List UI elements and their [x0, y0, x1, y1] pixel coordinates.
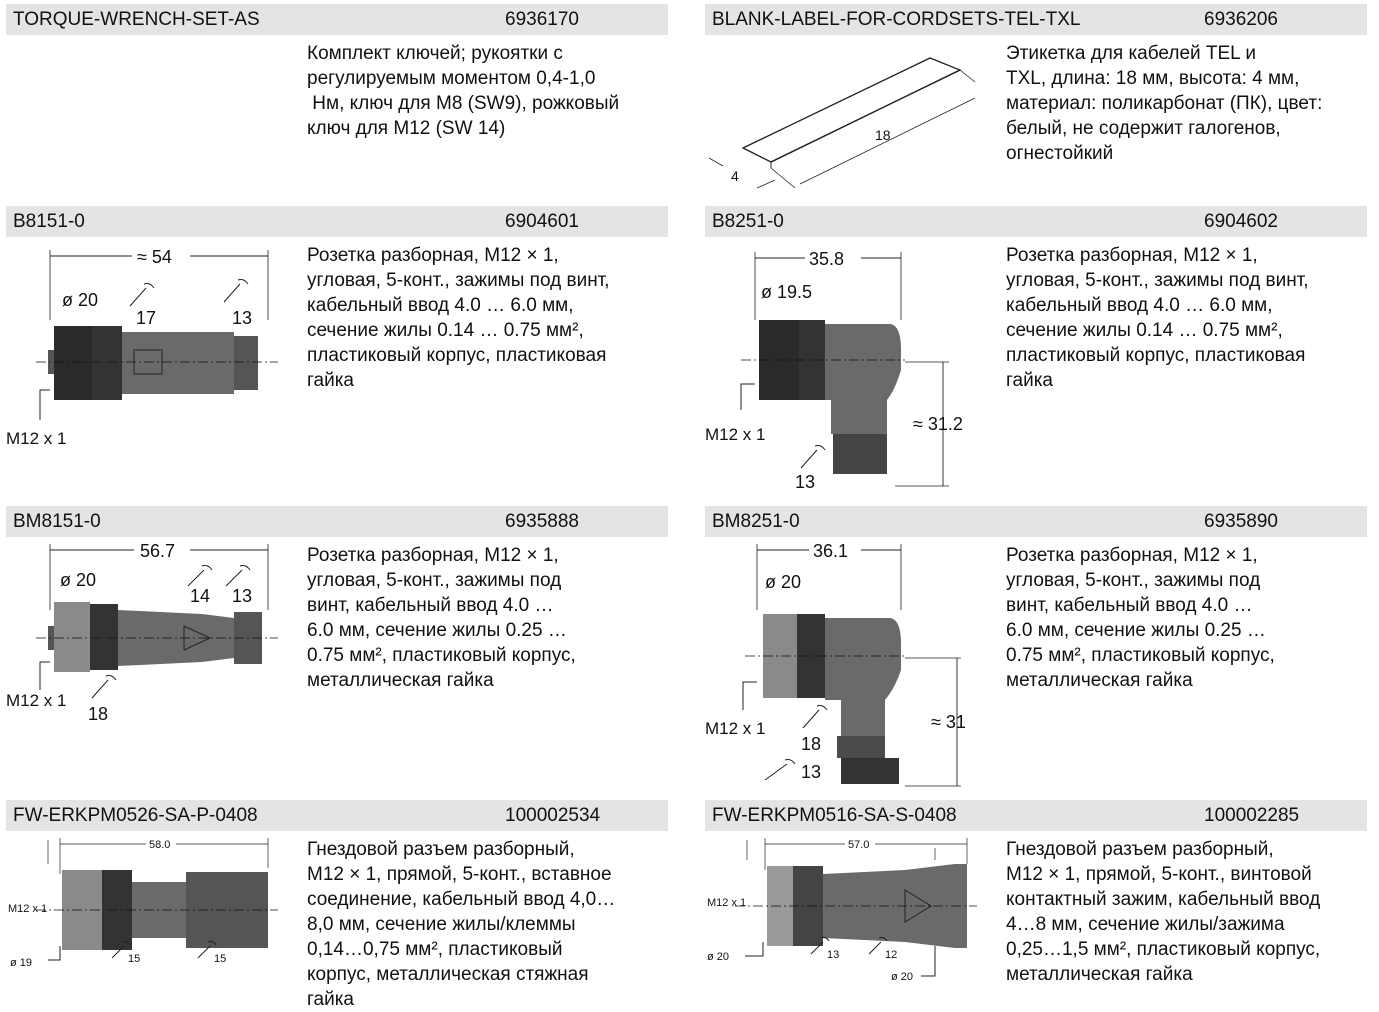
- wrench-size: 18: [88, 704, 108, 724]
- diameter-dim: ø 20: [707, 951, 729, 963]
- product-header: FW-ERKPM0516-SA-S-0408 100002285: [705, 800, 1367, 831]
- product-header: FW-ERKPM0526-SA-P-0408 100002534: [6, 800, 668, 831]
- product-card-bm8251-0: BM8251-0 6935890 36.1 ø 20 ≈ 31 M12 x 1 …: [705, 506, 1367, 796]
- product-code: 6935890: [1204, 511, 1278, 532]
- product-description: Гнездовой разъем разборный, M12 × 1, пря…: [1006, 839, 1321, 985]
- thread-dim: M12 x 1: [8, 903, 47, 915]
- diameter-dim: ø 20: [765, 572, 801, 592]
- thread-dim: M12 x 1: [6, 691, 66, 710]
- label-drawing: 18 4: [708, 57, 976, 189]
- product-code: 100002534: [505, 805, 601, 826]
- label-height-dim: 4: [731, 168, 739, 184]
- product-code: 6904601: [505, 211, 579, 232]
- connector-drawing: 36.1 ø 20 ≈ 31 M12 x 1 18 13: [705, 540, 966, 787]
- length-dim: 58.0: [149, 839, 170, 851]
- product-name: BLANK-LABEL-FOR-CORDSETS-TEL-TXL: [712, 9, 1081, 30]
- length-dim: ≈ 54: [137, 247, 172, 267]
- thread-dim: M12 x 1: [707, 897, 746, 909]
- height-dim: ≈ 31: [931, 712, 966, 732]
- product-header: BM8151-0 6935888: [6, 506, 668, 537]
- product-card-bm8151-0: BM8151-0 6935888 56.7 ø 20 14 13 M12 x 1…: [6, 506, 668, 770]
- product-code: 6936170: [505, 9, 579, 30]
- wrench-size: 13: [232, 586, 252, 606]
- product-card-b8151-0: B8151-0 6904601 ≈ 54 ø 20 17 13 M12 x 1 …: [6, 206, 668, 486]
- diameter-dim: ø 19.5: [761, 282, 812, 302]
- product-code: 6936206: [1204, 9, 1278, 30]
- wrench-icon: [129, 283, 155, 307]
- product-card-fw-erkpm0516: FW-ERKPM0516-SA-S-0408 100002285 57.0 M1…: [705, 800, 1367, 1004]
- product-description: Гнездовой разъем разборный, M12 × 1, пря…: [307, 839, 616, 1010]
- product-description: Розетка разборная, M12 × 1, угловая, 5-к…: [307, 545, 576, 691]
- diameter-dim: ø 20: [60, 570, 96, 590]
- wrench-size: 13: [795, 472, 815, 490]
- product-description: Комплект ключей; рукоятки с регулируемым…: [307, 43, 620, 139]
- product-name: FW-ERKPM0516-SA-S-0408: [712, 805, 957, 826]
- product-name: BM8251-0: [712, 511, 800, 532]
- product-name: TORQUE-WRENCH-SET-AS: [13, 9, 260, 30]
- wrench-size: 15: [214, 953, 226, 965]
- thread-dim: M12 x 1: [705, 425, 765, 444]
- connector-drawing: ≈ 54 ø 20 17 13 M12 x 1: [6, 246, 278, 448]
- wrench-size: 14: [190, 586, 210, 606]
- product-header: TORQUE-WRENCH-SET-AS 6936170: [6, 4, 668, 35]
- wrench-icon: [197, 940, 217, 959]
- wrench-icon: [111, 940, 131, 959]
- diameter-dim: ø 19: [10, 957, 32, 969]
- wrench-size: 13: [232, 308, 252, 328]
- length-dim: 36.1: [813, 541, 848, 561]
- product-code: 6904602: [1204, 211, 1278, 232]
- length-dim: 56.7: [140, 541, 175, 561]
- wrench-size: 15: [128, 953, 140, 965]
- thread-dim: M12 x 1: [705, 719, 765, 738]
- product-description: Этикетка для кабелей TEL и TXL, длина: 1…: [1006, 43, 1323, 164]
- product-header: BLANK-LABEL-FOR-CORDSETS-TEL-TXL 6936206: [705, 4, 1367, 35]
- wrench-size: 18: [801, 734, 821, 754]
- product-header: B8251-0 6904602: [705, 206, 1367, 237]
- product-card-blank-label: BLANK-LABEL-FOR-CORDSETS-TEL-TXL 6936206…: [705, 4, 1367, 199]
- wrench-icon: [800, 445, 826, 469]
- connector-drawing: 56.7 ø 20 14 13 M12 x 1 18: [6, 540, 278, 724]
- wrench-size: 12: [885, 949, 897, 961]
- wrench-icon: [802, 705, 828, 729]
- product-header: B8151-0 6904601: [6, 206, 668, 237]
- product-name: B8151-0: [13, 211, 85, 232]
- wrench-size: 13: [801, 762, 821, 782]
- wrench-icon: [187, 565, 213, 587]
- length-dim: 57.0: [848, 839, 869, 851]
- product-code: 100002285: [1204, 805, 1300, 826]
- wrench-size: 17: [136, 308, 156, 328]
- product-description: Розетка разборная, M12 × 1, угловая, 5-к…: [1006, 245, 1309, 391]
- wrench-icon: [225, 565, 251, 587]
- product-name: FW-ERKPM0526-SA-P-0408: [13, 805, 258, 826]
- wrench-icon: [91, 675, 117, 699]
- product-description: Розетка разборная, M12 × 1, угловая, 5-к…: [307, 245, 610, 391]
- length-dim: 35.8: [809, 249, 844, 269]
- wrench-icon: [764, 759, 796, 781]
- wrench-icon: [810, 936, 830, 955]
- diameter-dim: ø 20: [891, 971, 913, 983]
- product-card-torque-wrench-set: TORQUE-WRENCH-SET-AS 6936170 Комплект кл…: [6, 4, 668, 199]
- connector-drawing: 35.8 ø 19.5 ≈ 31.2 M12 x 1 13: [705, 248, 963, 490]
- product-card-fw-erkpm0526: FW-ERKPM0526-SA-P-0408 100002534 58.0 M1…: [6, 800, 668, 1010]
- product-code: 6935888: [505, 511, 579, 532]
- product-card-b8251-0: B8251-0 6904602 35.8 ø 19.5 ≈ 31.2 M12 x…: [705, 206, 1367, 490]
- connector-drawing: 57.0 M12 x 1 ø 20 13 12 ø 20: [707, 836, 977, 983]
- diameter-dim: ø 20: [62, 290, 98, 310]
- product-description: Розетка разборная, M12 × 1, угловая, 5-к…: [1006, 545, 1275, 691]
- product-header: BM8251-0 6935890: [705, 506, 1367, 537]
- height-dim: ≈ 31.2: [913, 414, 963, 434]
- wrench-size: 13: [827, 949, 839, 961]
- label-length-dim: 18: [875, 127, 891, 143]
- connector-drawing: 58.0 M12 x 1 ø 19 15 15: [8, 836, 278, 969]
- wrench-icon: [223, 279, 249, 303]
- thread-dim: M12 x 1: [6, 429, 66, 448]
- wrench-icon: [868, 936, 888, 955]
- product-name: BM8151-0: [13, 511, 101, 532]
- product-name: B8251-0: [712, 211, 784, 232]
